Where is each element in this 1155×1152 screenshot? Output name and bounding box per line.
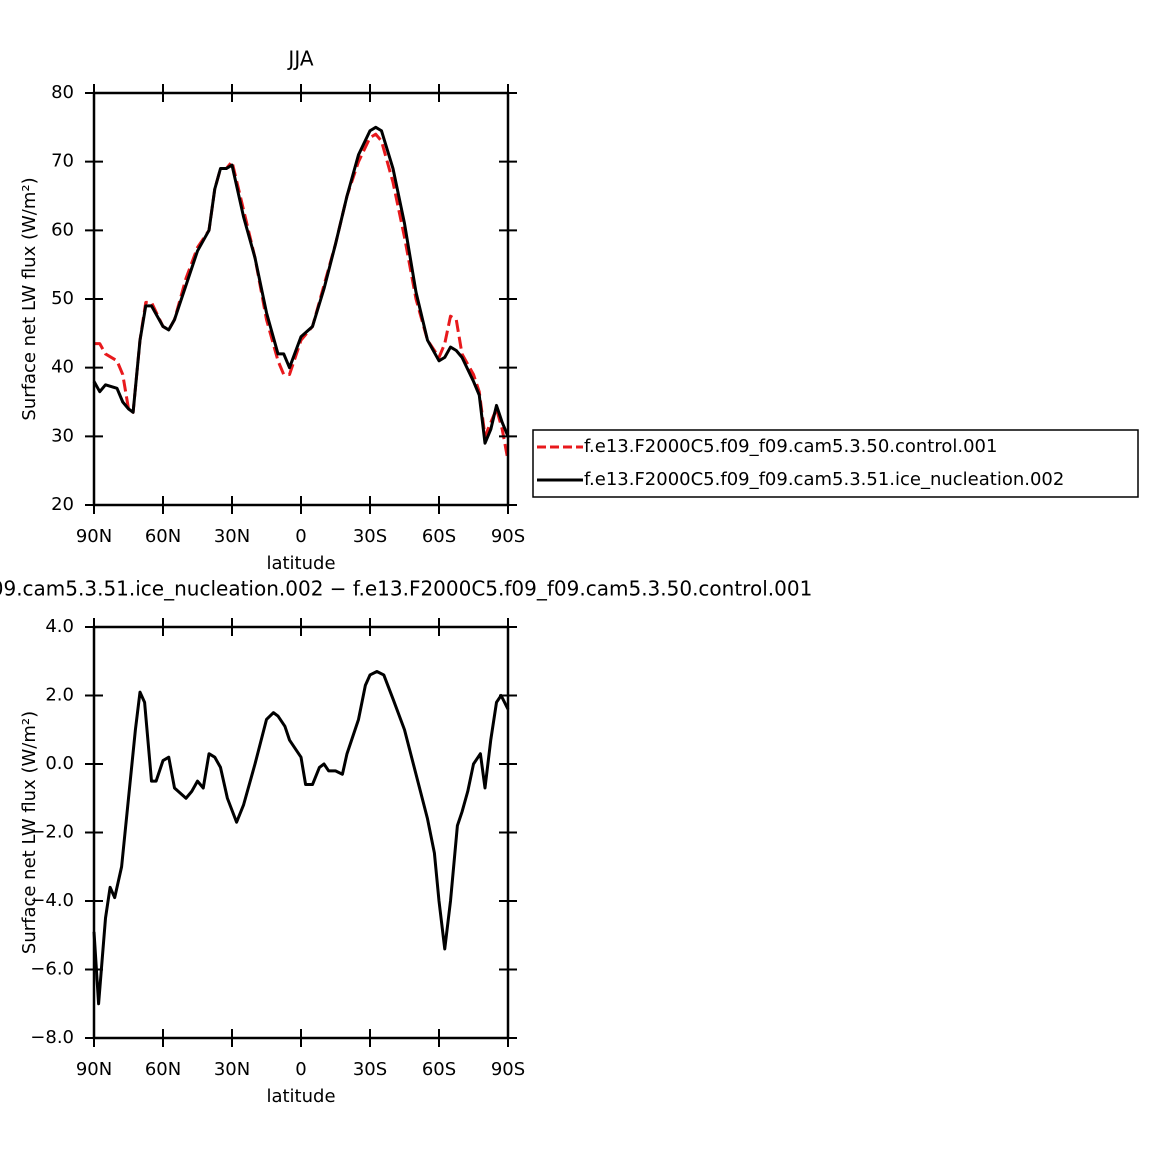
chart-title: JJA [286, 47, 313, 71]
legend-label: f.e13.F2000C5.f09_f09.cam5.3.51.ice_nucl… [584, 469, 1064, 490]
x-axis-label: latitude [266, 1086, 335, 1107]
series-line [92, 670, 510, 1006]
y-tick-label: 30 [51, 425, 74, 446]
plot-frame [92, 625, 510, 1040]
y-tick-label: 50 [51, 288, 74, 309]
y-tick-label: 70 [51, 151, 74, 172]
x-tick-label: 60S [422, 1059, 456, 1080]
y-tick-label: 0.0 [45, 753, 74, 774]
x-tick-label: 90N [76, 526, 112, 547]
x-tick-label: 30S [353, 1059, 387, 1080]
y-tick-label: 20 [51, 494, 74, 515]
y-axis-label: Surface net LW flux (W/m²) [19, 177, 40, 420]
plot-frame [92, 91, 510, 507]
y-tick-label: −2.0 [30, 822, 74, 843]
x-tick-label: 0 [295, 526, 306, 547]
y-tick-label: 40 [51, 357, 74, 378]
y-tick-label: −4.0 [30, 890, 74, 911]
y-tick-label: −6.0 [30, 959, 74, 980]
x-tick-label: 60N [145, 1059, 181, 1080]
chart-title: f.e13.F2000C5.f09_f09.cam5.3.51.ice_nucl… [0, 577, 812, 601]
series-line [94, 132, 510, 461]
series-line [92, 125, 510, 445]
y-tick-label: 2.0 [45, 685, 74, 706]
x-tick-label: 30N [214, 526, 250, 547]
x-tick-label: 30S [353, 526, 387, 547]
x-tick-label: 0 [295, 1059, 306, 1080]
y-axis-label: Surface net LW flux (W/m²) [19, 711, 40, 954]
legend-label: f.e13.F2000C5.f09_f09.cam5.3.50.control.… [584, 436, 997, 457]
x-tick-label: 90N [76, 1059, 112, 1080]
legend-box [532, 429, 1139, 498]
x-tick-label: 60N [145, 526, 181, 547]
x-axis-label: latitude [266, 553, 335, 574]
x-tick-label: 90S [491, 1059, 525, 1080]
y-axis-label-group: Surface net LW flux (W/m²) [19, 711, 40, 954]
y-tick-label: 80 [51, 82, 74, 103]
x-tick-label: 30N [214, 1059, 250, 1080]
y-tick-label: −8.0 [30, 1027, 74, 1048]
y-tick-label: 4.0 [45, 616, 74, 637]
y-tick-label: 60 [51, 219, 74, 240]
x-tick-label: 90S [491, 526, 525, 547]
x-tick-label: 60S [422, 526, 456, 547]
